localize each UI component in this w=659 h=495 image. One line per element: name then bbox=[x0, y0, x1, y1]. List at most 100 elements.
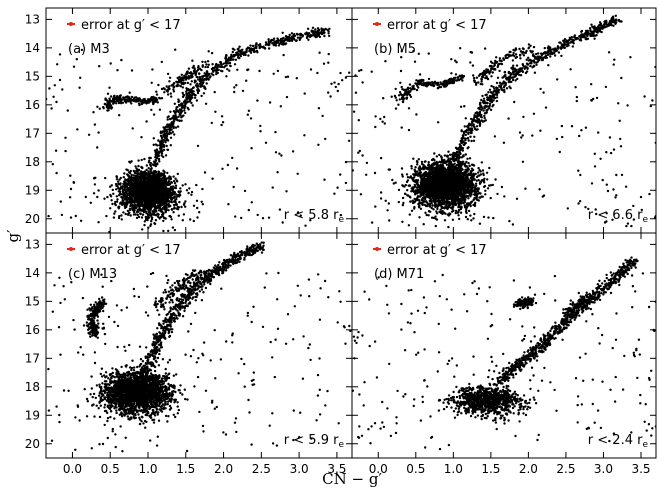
data-point bbox=[207, 63, 210, 66]
data-point bbox=[149, 99, 152, 102]
data-point bbox=[472, 198, 475, 202]
data-point bbox=[155, 90, 158, 93]
data-point bbox=[164, 208, 167, 212]
data-point bbox=[274, 130, 277, 134]
data-point bbox=[177, 109, 180, 113]
data-point bbox=[210, 121, 213, 125]
data-point bbox=[197, 65, 200, 68]
data-point bbox=[160, 97, 164, 100]
data-point bbox=[114, 210, 117, 213]
data-point bbox=[150, 216, 154, 219]
data-point bbox=[139, 194, 143, 197]
data-point bbox=[155, 98, 158, 102]
data-point bbox=[132, 213, 136, 216]
data-point bbox=[348, 71, 351, 74]
data-point bbox=[210, 67, 214, 71]
data-point bbox=[97, 189, 100, 192]
data-point bbox=[133, 189, 136, 193]
data-point bbox=[154, 219, 158, 222]
data-point bbox=[159, 203, 162, 206]
data-point bbox=[112, 101, 115, 104]
data-point bbox=[132, 183, 135, 186]
data-point bbox=[195, 70, 198, 73]
error-marker bbox=[69, 22, 73, 26]
data-point bbox=[195, 199, 199, 202]
data-point bbox=[467, 162, 470, 165]
data-point bbox=[60, 213, 64, 217]
data-point bbox=[295, 39, 298, 42]
data-point bbox=[454, 211, 457, 215]
data-point bbox=[133, 201, 136, 204]
data-point bbox=[157, 171, 161, 174]
data-point bbox=[278, 152, 281, 155]
data-point bbox=[110, 100, 113, 103]
data-point bbox=[496, 192, 499, 196]
data-point bbox=[123, 204, 127, 208]
data-point bbox=[227, 203, 230, 206]
data-point bbox=[147, 170, 150, 173]
data-point bbox=[72, 181, 76, 184]
data-point bbox=[107, 103, 110, 106]
data-point bbox=[347, 139, 351, 142]
data-point bbox=[264, 41, 268, 44]
data-point bbox=[128, 91, 131, 94]
data-point bbox=[281, 221, 284, 224]
data-point bbox=[318, 51, 321, 54]
data-point bbox=[116, 69, 119, 72]
data-point bbox=[129, 161, 132, 164]
data-point bbox=[171, 185, 174, 188]
data-point bbox=[160, 189, 164, 192]
data-point bbox=[314, 28, 317, 31]
data-point bbox=[176, 205, 179, 209]
data-point bbox=[162, 148, 166, 151]
data-point bbox=[130, 69, 134, 72]
data-point bbox=[115, 98, 118, 102]
data-point bbox=[170, 208, 174, 211]
data-point bbox=[240, 50, 243, 53]
data-point bbox=[106, 92, 110, 96]
data-point bbox=[165, 203, 169, 206]
data-point bbox=[401, 173, 404, 176]
data-point bbox=[136, 170, 139, 173]
data-point bbox=[278, 208, 282, 211]
data-point bbox=[163, 202, 166, 205]
data-point bbox=[152, 95, 155, 99]
data-point bbox=[271, 186, 274, 189]
data-point bbox=[196, 76, 199, 79]
data-point bbox=[317, 107, 321, 110]
data-point bbox=[164, 185, 167, 188]
data-point bbox=[165, 130, 169, 133]
data-point bbox=[467, 209, 471, 213]
data-point bbox=[109, 95, 113, 98]
data-point bbox=[189, 95, 192, 99]
data-point bbox=[103, 197, 106, 200]
data-point bbox=[243, 189, 247, 193]
data-point bbox=[126, 169, 129, 172]
data-point bbox=[179, 187, 182, 190]
data-point bbox=[144, 190, 148, 193]
data-point bbox=[181, 184, 184, 187]
data-point bbox=[156, 144, 159, 147]
data-point bbox=[123, 172, 126, 175]
data-point bbox=[339, 213, 343, 217]
data-point bbox=[189, 72, 193, 75]
data-point bbox=[258, 43, 262, 46]
data-point bbox=[201, 65, 204, 68]
data-point bbox=[139, 203, 142, 207]
data-point bbox=[213, 90, 216, 94]
data-point bbox=[134, 180, 138, 184]
data-point bbox=[211, 62, 214, 66]
data-point bbox=[168, 175, 171, 178]
data-point bbox=[142, 173, 146, 176]
data-point bbox=[154, 210, 158, 213]
data-point bbox=[161, 215, 165, 218]
data-point bbox=[185, 97, 188, 101]
data-point bbox=[166, 148, 169, 151]
data-point bbox=[282, 53, 285, 57]
data-point bbox=[149, 200, 152, 203]
data-point bbox=[219, 65, 222, 69]
data-point bbox=[180, 205, 183, 209]
data-point bbox=[486, 187, 490, 190]
data-point bbox=[185, 89, 189, 92]
